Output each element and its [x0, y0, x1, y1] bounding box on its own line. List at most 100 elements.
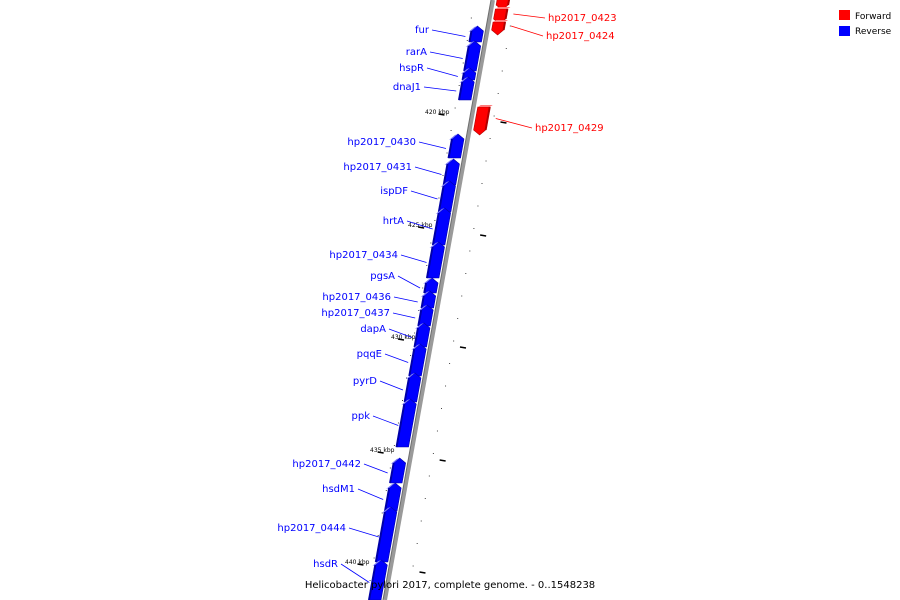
gene-leader	[510, 25, 544, 37]
gene-label: hspR	[399, 63, 424, 74]
gene-pyrD[interactable]: pyrD	[353, 372, 422, 403]
gene-leader	[513, 13, 546, 19]
gene-hp2017_0429[interactable]: hp2017_0429	[473, 105, 604, 136]
gene-label: hsdR	[313, 559, 338, 570]
gene-edge	[423, 282, 428, 294]
gene-label: hp2017_0437	[321, 308, 390, 319]
gene-hp2017_0430[interactable]: hp2017_0430	[347, 133, 465, 159]
gene-label: hsdM1	[322, 484, 355, 495]
gene-hspR[interactable]: hspR	[399, 63, 477, 81]
gene-label: dapA	[360, 324, 386, 335]
gene-edge	[374, 511, 386, 563]
gene-leader	[431, 29, 466, 37]
gene-leader	[423, 86, 457, 92]
gene-ppk[interactable]: ppk	[352, 398, 417, 448]
gene-hsdR[interactable]: hsdR	[313, 559, 388, 600]
gene-ispDF[interactable]: ispDF	[380, 180, 456, 213]
gene-features: hp2017_0423 hp2017_0424 hp2017_0429 fur rarA…	[277, 0, 617, 600]
gene-highlight	[493, 20, 509, 22]
gene-edge	[389, 462, 395, 484]
gene-hp2017_0436[interactable]: hp2017_0436	[322, 290, 437, 309]
genome-backbone	[383, 0, 495, 600]
gene-hp2017_0423[interactable]: hp2017_0423	[493, 7, 617, 25]
major-tick-left	[377, 451, 384, 454]
tick-label: 430 kbp	[391, 334, 416, 341]
gene-dnaJ1[interactable]: dnaJ1	[393, 76, 475, 101]
gene-pqqE[interactable]: pqqE	[357, 343, 427, 377]
gene-edge	[417, 309, 423, 327]
gene-highlight	[420, 291, 430, 297]
gene-label: hp2017_0442	[292, 459, 361, 470]
gene-edge	[461, 72, 465, 81]
gene-hp2017_0444[interactable]: hp2017_0444	[277, 506, 398, 563]
gene-label: ispDF	[380, 186, 408, 197]
gene-label: dnaJ1	[393, 82, 421, 93]
gene-fur[interactable]: fur	[415, 25, 484, 43]
gene-leader	[418, 141, 447, 149]
gene-highlight	[423, 278, 433, 284]
tick-label: 435 kbp	[370, 447, 395, 454]
gene-leader	[397, 275, 421, 289]
gene-hp2017_0437[interactable]: hp2017_0437	[321, 304, 434, 327]
gene-label: fur	[415, 25, 430, 36]
major-tick-right	[459, 346, 467, 349]
gene-pgsA[interactable]: pgsA	[370, 271, 439, 294]
gene-highlight	[440, 181, 450, 187]
tick-label: 440 kbp	[345, 559, 370, 566]
gene-leader	[384, 353, 409, 363]
gene-dapA[interactable]: dapA	[360, 322, 431, 348]
gene-label: hrtA	[383, 216, 404, 227]
gene-edge	[507, 0, 511, 6]
gene-leader	[392, 312, 416, 319]
genome-backbone-shadow	[382, 0, 492, 600]
gene-label: hp2017_0436	[322, 292, 391, 303]
gene-leader	[357, 488, 384, 500]
gene-edge	[384, 487, 391, 512]
gene-edge	[504, 8, 509, 20]
gene-highlight	[418, 305, 428, 311]
gene-highlight	[468, 26, 478, 32]
gene-highlight	[429, 242, 439, 248]
gene-edge	[463, 45, 470, 72]
gene-highlight	[444, 159, 454, 165]
gene-highlight	[414, 323, 424, 329]
gene-highlight	[381, 507, 391, 513]
gene-label: hp2017_0444	[277, 523, 346, 534]
gene-hp2017_0431[interactable]: hp2017_0431	[343, 158, 460, 186]
major-tick-left	[438, 113, 445, 116]
gene-highlight	[495, 7, 511, 9]
legend-forward-swatch	[839, 10, 850, 20]
gene-leader	[495, 118, 533, 129]
gene-edge	[395, 403, 406, 448]
gene-label: hp2017_0429	[535, 123, 604, 134]
major-tick-right	[419, 571, 426, 574]
gene-leader	[340, 563, 370, 583]
gene-leader	[388, 328, 413, 338]
gene-leader	[372, 415, 399, 426]
legend-forward-label: Forward	[855, 12, 891, 22]
gene-label: hp2017_0431	[343, 162, 412, 173]
gene-highlight	[386, 483, 396, 489]
gene-hp2017_0424[interactable]: hp2017_0424	[491, 20, 615, 42]
gene-hsdM1[interactable]: hsdM1	[322, 482, 402, 512]
gene-edge	[431, 212, 440, 246]
gene-leader	[429, 51, 463, 59]
gene-edge	[413, 327, 419, 348]
gene-edge	[403, 377, 410, 403]
gene-hp2017_0442[interactable]: hp2017_0442	[292, 457, 406, 484]
gene-leader	[348, 527, 379, 538]
gene-highlight	[401, 399, 411, 405]
major-tick-left	[397, 338, 405, 341]
gene-label: rarA	[406, 47, 427, 58]
gene-highlight	[465, 41, 475, 47]
gene-edge	[447, 138, 453, 159]
gene-rarA[interactable]: rarA	[406, 40, 482, 72]
gene-hrtA[interactable]: hrtA	[383, 207, 451, 246]
gene-edge	[420, 295, 425, 309]
gene-highlight	[477, 105, 493, 107]
gene-edge	[484, 106, 491, 131]
gene-label: hp2017_0434	[329, 250, 398, 261]
gene-label: hp2017_0424	[546, 31, 615, 42]
gene-hp2017_0434[interactable]: hp2017_0434	[329, 241, 445, 279]
major-tick-right	[500, 121, 507, 124]
